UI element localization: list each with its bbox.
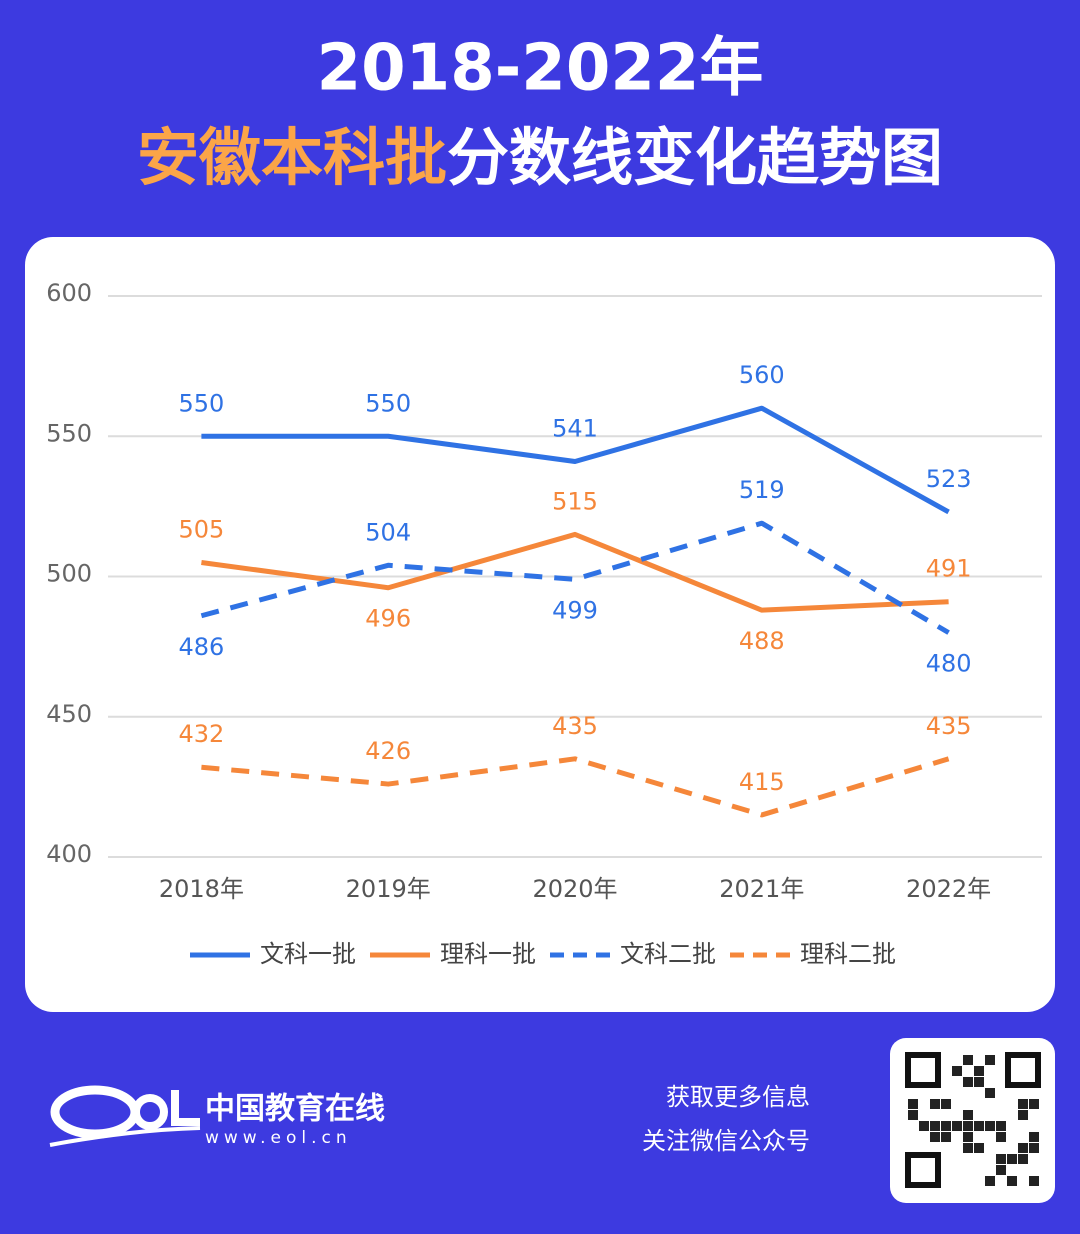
data-label: 415	[739, 768, 785, 796]
title-line2: 安徽本科批分数线变化趋势图	[137, 121, 943, 194]
y-tick-label: 550	[46, 419, 92, 447]
qr-dot	[941, 1121, 951, 1131]
data-label: 523	[926, 465, 972, 493]
qr-dot	[974, 1066, 984, 1076]
x-tick-label: 2020年	[532, 875, 617, 903]
qr-dot	[1018, 1110, 1028, 1120]
series-line	[201, 756, 950, 818]
footer-brand: 中国教育在线	[205, 1092, 385, 1127]
qr-dot	[996, 1165, 1006, 1175]
qr-dot	[908, 1099, 918, 1109]
series-line	[200, 520, 950, 635]
legend-label: 理科一批	[440, 940, 536, 968]
qr-dot	[963, 1121, 973, 1131]
qr-dot	[974, 1143, 984, 1153]
qr-dot	[963, 1055, 973, 1065]
y-tick-label: 600	[46, 279, 92, 307]
data-label: 432	[178, 720, 224, 748]
data-label: 504	[365, 518, 411, 546]
footer-logo	[49, 1085, 201, 1147]
data-label: 560	[739, 361, 785, 389]
qr-dot	[1029, 1132, 1039, 1142]
qr-dot	[963, 1077, 973, 1087]
qr-dot	[1018, 1099, 1028, 1109]
qr-dot	[930, 1121, 940, 1131]
data-label: 550	[178, 389, 224, 417]
qr-dot	[930, 1099, 940, 1109]
title-rest: 分数线变化趋势图	[447, 121, 943, 194]
qr-dot	[941, 1132, 951, 1142]
qr-dot	[996, 1154, 1006, 1164]
x-tick-label: 2022年	[906, 875, 991, 903]
qr-dot	[1007, 1176, 1017, 1186]
qr-code	[890, 1038, 1055, 1203]
qr-dot	[996, 1132, 1006, 1142]
qr-dot	[985, 1121, 995, 1131]
qr-dot	[963, 1132, 973, 1142]
legend-label: 理科二批	[800, 940, 896, 968]
qr-dot	[985, 1176, 995, 1186]
qr-dot	[952, 1121, 962, 1131]
y-tick-label: 400	[46, 840, 92, 868]
data-label: 426	[365, 737, 411, 765]
footer-url: www.eol.cn	[205, 1128, 352, 1148]
y-tick-label: 500	[46, 560, 92, 588]
qr-dot	[985, 1055, 995, 1065]
data-label: 491	[926, 555, 972, 583]
data-label: 499	[552, 596, 598, 624]
qr-dot	[1018, 1143, 1028, 1153]
x-tick-label: 2019年	[346, 875, 431, 903]
qr-dot	[1029, 1176, 1039, 1186]
qr-dot	[1018, 1154, 1028, 1164]
data-label: 550	[365, 389, 411, 417]
qr-dot	[1029, 1143, 1039, 1153]
legend-label: 文科二批	[620, 940, 716, 968]
title-line1: 2018-2022年	[317, 32, 764, 106]
qr-dot	[1007, 1154, 1017, 1164]
qr-dot	[963, 1110, 973, 1120]
title-highlight: 安徽本科批	[137, 121, 447, 194]
data-label: 505	[178, 515, 224, 543]
qr-dot	[974, 1077, 984, 1087]
data-label: 480	[926, 650, 972, 678]
data-label: 488	[739, 627, 785, 655]
qr-dot	[952, 1066, 962, 1076]
data-label: 541	[552, 414, 598, 442]
data-label: 496	[365, 605, 411, 633]
series-line	[201, 531, 949, 613]
data-label: 515	[552, 487, 598, 515]
x-tick-label: 2018年	[159, 875, 244, 903]
x-tick-label: 2021年	[719, 875, 804, 903]
qr-dot	[941, 1099, 951, 1109]
y-tick-label: 450	[46, 700, 92, 728]
footer-line: 关注微信公众号	[642, 1127, 810, 1155]
footer-line: 获取更多信息	[666, 1083, 810, 1111]
data-label: 519	[739, 476, 785, 504]
qr-dot	[985, 1088, 995, 1098]
qr-dot	[930, 1132, 940, 1142]
data-label: 486	[178, 633, 224, 661]
legend-label: 文科一批	[260, 940, 356, 968]
qr-dot	[974, 1121, 984, 1131]
qr-dot	[963, 1143, 973, 1153]
qr-dot	[908, 1110, 918, 1120]
data-label: 435	[552, 712, 598, 740]
series-line	[201, 405, 950, 515]
qr-dot	[996, 1121, 1006, 1131]
qr-dot	[919, 1121, 929, 1131]
data-label: 435	[926, 712, 972, 740]
qr-dot	[1029, 1099, 1039, 1109]
